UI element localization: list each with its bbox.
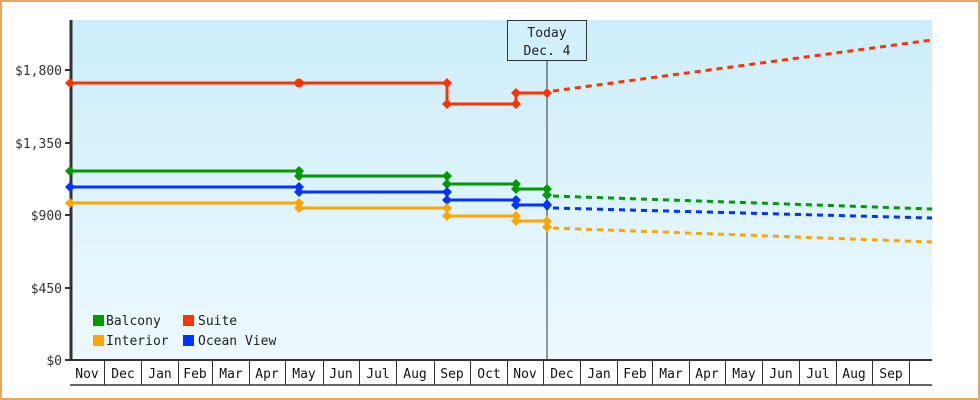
month-label: May [292,367,316,382]
y-label-0: $0 [46,354,62,369]
month-label: Nov [75,367,99,382]
legend-label-interior: Interior [106,334,169,349]
legend-swatch-ocean-view [183,335,194,346]
month-label: Mar [219,367,243,382]
month-label: Jan [148,367,171,382]
month-label: Jul [806,367,829,382]
legend-swatch-balcony [93,315,104,326]
month-label: May [732,367,756,382]
month-label: Apr [255,367,279,382]
month-label: Sep [440,367,464,382]
today-label: Today [527,26,566,41]
legend: Balcony Suite Interior Ocean View [93,314,276,349]
month-label: Dec [550,367,573,382]
legend-label-suite: Suite [198,314,237,329]
month-axis [70,361,932,386]
month-label: Sep [879,367,903,382]
plot-area [71,20,932,360]
month-label: Feb [623,367,647,382]
month-label: Jun [329,367,352,382]
today-label-box [507,20,587,61]
month-label: Mar [659,367,683,382]
series-ocean-view [65,182,933,220]
month-label: Feb [183,367,207,382]
month-label: Aug [403,367,426,382]
y-ticks [65,69,70,361]
month-label: Aug [842,367,865,382]
y-label-1800: $1,800 [15,64,62,79]
legend-swatch-suite [183,315,194,326]
month-label: Jun [769,367,792,382]
legend-label-ocean-view: Ocean View [198,334,276,349]
month-label: Dec [111,367,134,382]
month-label: Jul [366,367,389,382]
month-label: Apr [695,367,719,382]
month-label: Oct [477,367,500,382]
series-balcony [65,166,933,211]
y-label-900: $900 [31,209,62,224]
month-label: Jan [587,367,610,382]
month-label: Nov [513,367,537,382]
y-label-1350: $1,350 [15,137,62,152]
today-date: Dec. 4 [524,44,571,59]
legend-label-balcony: Balcony [106,314,161,329]
series-suite [65,38,933,109]
series-interior [65,198,933,244]
legend-swatch-interior [93,335,104,346]
y-label-450: $450 [31,282,62,297]
